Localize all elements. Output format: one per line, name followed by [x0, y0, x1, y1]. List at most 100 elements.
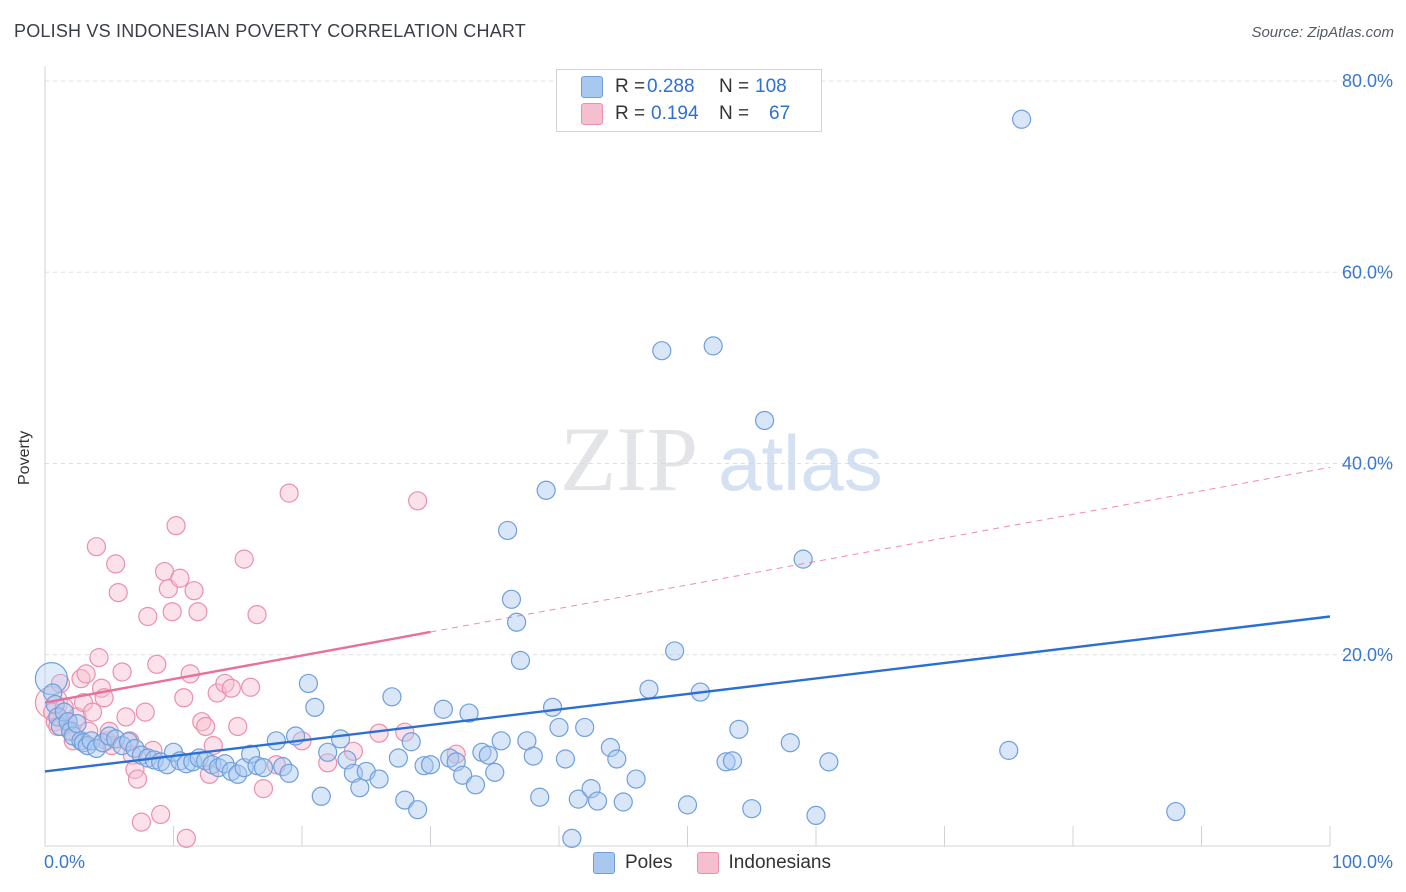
- indonesians-point: [116, 707, 136, 727]
- indonesians-point: [108, 582, 128, 603]
- r-label: R =: [615, 103, 646, 124]
- stats-legend: R = 0.288 N = 108 R = 0.194 N = 67: [556, 69, 822, 132]
- poles-point: [819, 752, 839, 772]
- poles-point: [652, 341, 672, 361]
- indonesians-point: [318, 753, 338, 773]
- indonesians-point: [147, 654, 167, 674]
- poles-point: [453, 765, 473, 785]
- poles-point: [266, 731, 286, 751]
- grid-lines: [45, 80, 1392, 656]
- indonesians-point: [127, 769, 148, 789]
- poles-point: [506, 612, 527, 632]
- poles-point: [298, 673, 319, 694]
- indonesians-point: [135, 702, 155, 722]
- indonesians-point: [89, 648, 109, 668]
- indonesians-point: [408, 491, 428, 511]
- indonesians-point: [176, 828, 196, 848]
- poles-point: [369, 769, 389, 789]
- indonesians-point: [196, 716, 216, 737]
- y-tick-label: 80.0%: [1342, 71, 1393, 91]
- indonesians-point: [188, 602, 208, 622]
- poles-point: [67, 713, 87, 734]
- poles-point: [806, 805, 826, 826]
- indonesians-point: [174, 688, 194, 708]
- indonesians-point: [162, 602, 182, 622]
- n-label: N =: [719, 103, 750, 124]
- poles-point: [626, 769, 646, 789]
- legend-item-indonesians[interactable]: Indonesians: [696, 852, 831, 874]
- axes: [44, 66, 1331, 847]
- legend-label-indonesians: Indonesians: [728, 852, 831, 873]
- poles-point: [555, 749, 576, 769]
- poles-point: [382, 687, 402, 707]
- poles-point: [754, 410, 775, 431]
- poles-point: [330, 729, 351, 749]
- n-label: N =: [719, 76, 750, 97]
- poles-point: [501, 589, 522, 609]
- legend-row-poles: R = 0.288 N = 108: [581, 76, 787, 98]
- poles-point: [587, 791, 608, 811]
- poles-point: [318, 742, 338, 762]
- poles-point: [742, 799, 762, 819]
- indonesians-swatch: [696, 852, 719, 874]
- poles-point: [433, 699, 453, 719]
- poles-point: [607, 749, 627, 769]
- series-legend: Poles Indonesians: [593, 852, 855, 874]
- poles-point: [729, 719, 749, 739]
- indonesians-point: [99, 721, 119, 741]
- indonesians-point: [369, 723, 389, 743]
- chart-title: POLISH VS INDONESIAN POVERTY CORRELATION…: [14, 21, 526, 41]
- indonesians-point: [241, 677, 261, 697]
- poles-point: [401, 732, 421, 752]
- indonesians-point: [106, 554, 126, 574]
- poles-point: [253, 757, 274, 778]
- poles-point: [388, 748, 408, 768]
- poles-point: [665, 641, 685, 661]
- indonesians-point: [131, 812, 151, 832]
- poles-point: [305, 697, 325, 717]
- legend-item-poles[interactable]: Poles: [593, 852, 673, 874]
- poles-points: [34, 109, 1186, 848]
- poles-point: [414, 756, 434, 776]
- tick-labels: 20.0% 40.0% 60.0% 80.0% 0.0% 100.0%: [44, 71, 1393, 872]
- poles-point: [215, 754, 235, 774]
- poles-point: [716, 752, 736, 772]
- poles-point: [408, 800, 428, 820]
- poles-point: [793, 549, 813, 569]
- y-tick-label: 20.0%: [1342, 645, 1393, 665]
- poles-point: [510, 650, 531, 671]
- poles-point: [498, 520, 518, 541]
- poles-point: [542, 697, 563, 717]
- poles-point: [613, 792, 633, 812]
- chart-source: Source: ZipAtlas.com: [1251, 24, 1394, 41]
- poles-point: [485, 762, 505, 782]
- indonesians-point: [234, 549, 254, 569]
- indonesians-point: [112, 662, 132, 682]
- poles-point: [459, 703, 479, 723]
- poles-point: [575, 717, 595, 738]
- y-tick-label: 40.0%: [1342, 454, 1393, 474]
- poles-point: [491, 731, 511, 751]
- indonesians-point: [67, 707, 87, 727]
- x-tick-label: 100.0%: [1332, 852, 1393, 872]
- indonesians-trend-line: [44, 630, 431, 704]
- poles-point: [780, 733, 800, 753]
- trend-lines: [44, 466, 1331, 773]
- poles-point: [639, 679, 659, 699]
- poles-point: [562, 828, 582, 848]
- indonesians-point: [86, 537, 107, 557]
- poles-point: [600, 737, 621, 758]
- watermark: ZIP atlas: [560, 408, 883, 510]
- indonesians-point: [221, 678, 241, 698]
- poles-trend-line: [44, 615, 1331, 773]
- poles-point: [536, 480, 556, 500]
- indonesians-swatch: [581, 103, 603, 125]
- n-value: 108: [755, 76, 787, 97]
- indonesians-point: [184, 581, 204, 601]
- poles-point: [999, 740, 1019, 760]
- watermark-zip: ZIP: [560, 408, 698, 510]
- poles-point: [677, 795, 698, 815]
- poles-point: [568, 789, 588, 809]
- x-tick-label: 0.0%: [44, 852, 85, 872]
- indonesians-point: [228, 716, 248, 737]
